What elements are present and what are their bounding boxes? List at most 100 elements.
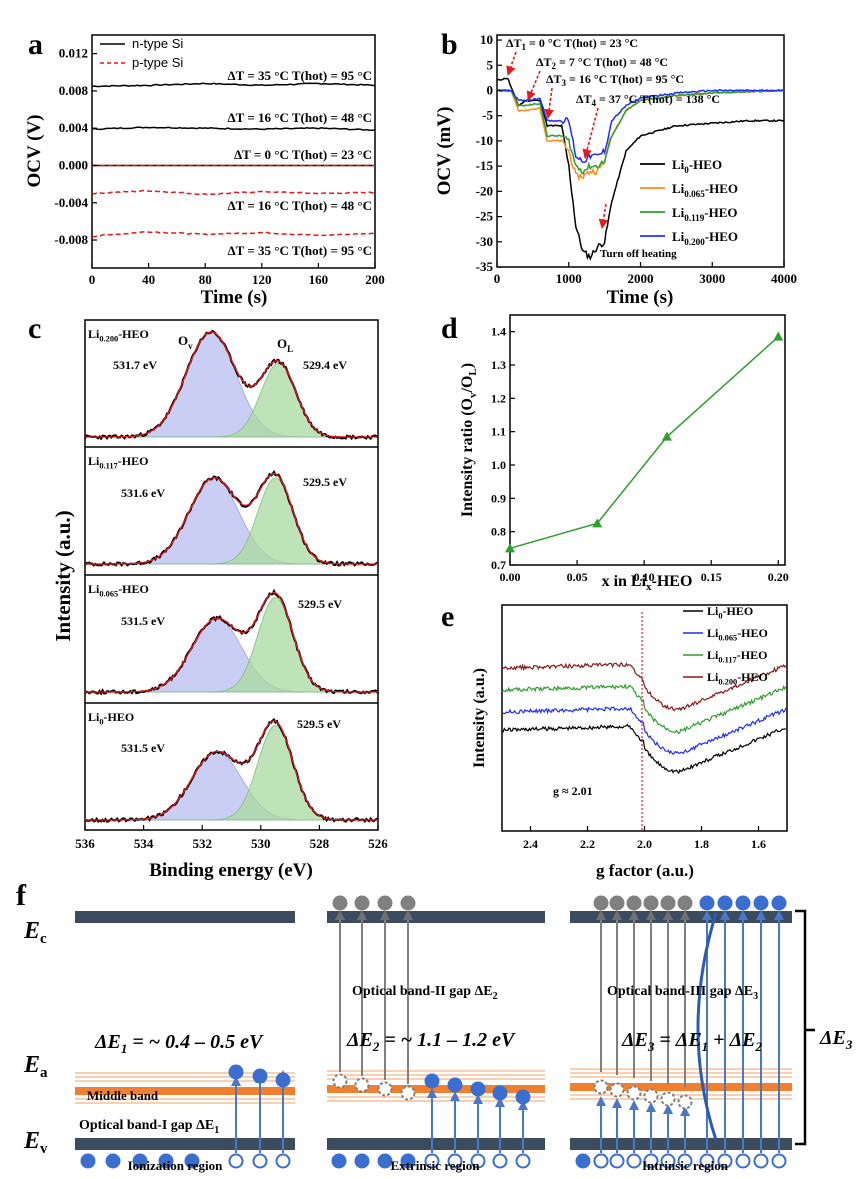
panel-b-axes xyxy=(496,34,785,268)
trap-3-0 xyxy=(593,1079,609,1095)
trapped-2-0 xyxy=(424,1073,440,1089)
trap-3-4 xyxy=(660,1091,676,1107)
ocv-line-a-4 xyxy=(91,189,376,196)
d-xtick-label-4: 0.20 xyxy=(768,570,789,584)
excited-gray-3-1 xyxy=(609,895,625,911)
brace-label: ΔE3 xyxy=(819,1027,853,1052)
c-sample-label-1: Li0.117-HEO xyxy=(88,454,148,471)
b-xtick-label-0: 0 xyxy=(494,271,501,286)
legend-p-type: p-type Si xyxy=(132,55,183,70)
b-ytick-label-4: -10 xyxy=(476,133,493,148)
gap2-label: Optical band-II gap ΔE2 xyxy=(352,984,498,1002)
excited-2-3 xyxy=(400,895,416,911)
panel-a-ticks: 0 40 80 120 160 200 0.012 0.008 0.004 0.000 -0.004… xyxy=(54,46,384,287)
panel-b-xlabel: Time (s) xyxy=(607,287,674,308)
hole-3a-0 xyxy=(593,1153,609,1169)
d-ytick-label-1: 0.8 xyxy=(491,525,506,539)
panel-e: e g ≈ 2.01 2.4 2.2 2.0 1.8 1.6 Li0-HEO Li0.06… xyxy=(441,600,788,880)
middle-band-1 xyxy=(75,1087,295,1095)
a-xtick-label-5: 200 xyxy=(365,272,385,287)
a-ytick-label-3: 0.000 xyxy=(59,157,88,172)
xps-fit-0 xyxy=(85,331,378,438)
excited-2-0 xyxy=(332,895,348,911)
excited-gray-3-5 xyxy=(677,895,693,911)
panel-c-ylabel: Intensity (a.u.) xyxy=(51,510,75,641)
d-ytick-label-7: 1.4 xyxy=(491,325,506,339)
ov-peak-2 xyxy=(85,618,378,693)
hole-3a-2 xyxy=(626,1153,642,1169)
c-xtick-label-5: 526 xyxy=(368,836,388,851)
panel-a: a 0 40 80 120 160 200 0.012 0.008 0.004 0.000 -0.0… xyxy=(24,28,385,308)
excited-gray-3-0 xyxy=(593,895,609,911)
annotation-b-2: ΔT2 = 7 °C T(hot) = 48 °C xyxy=(536,55,668,71)
eq2: ΔE2 = ~ 1.1 – 1.2 eV xyxy=(346,1029,516,1054)
excited-gray-3-3 xyxy=(643,895,659,911)
annotation-a-4: ΔT = 16 °C T(hot) = 48 °C xyxy=(228,198,372,213)
ev-band-2 xyxy=(327,1138,545,1150)
a-ytick-label-5: -0.008 xyxy=(54,232,88,247)
panel-e-xlabel: g factor (a.u.) xyxy=(596,861,694,880)
panel-d-label: d xyxy=(441,312,458,345)
a-xtick-label-3: 120 xyxy=(252,272,272,287)
e-legend-label-2: Li0.117-HEO xyxy=(707,648,767,665)
ocv-line-a-1 xyxy=(91,126,376,132)
panel-a-axes xyxy=(91,34,376,269)
trap-2-0 xyxy=(332,1073,348,1089)
ec-band-2 xyxy=(327,911,545,923)
hole-3a-1 xyxy=(609,1153,625,1169)
panel-d: d 0.00 0.05 0.10 0.15 0.20 0.7 0.8 0.9 1.0 1.1 1.2… xyxy=(441,312,789,593)
panel-e-label: e xyxy=(441,600,454,633)
trap-2-3 xyxy=(400,1085,416,1101)
hole-2-2 xyxy=(470,1153,486,1169)
c-ov-energy-2: 531.5 eV xyxy=(121,614,165,628)
electron-3-0 xyxy=(575,1153,591,1169)
ec-label: Ec xyxy=(23,918,47,947)
trap-3-3 xyxy=(643,1088,659,1104)
excited-1-1 xyxy=(252,1068,268,1084)
hole-2-1 xyxy=(447,1153,463,1169)
ratio-marker-2 xyxy=(661,431,672,441)
g-marker-label: g ≈ 2.01 xyxy=(553,784,593,798)
band-diagram xyxy=(75,895,815,1169)
panel-c-peaks xyxy=(84,329,379,824)
trapped-2-1 xyxy=(447,1077,463,1093)
panel-a-lines xyxy=(91,82,376,238)
c-ov-label: Ov xyxy=(178,333,193,351)
hole-2-3 xyxy=(492,1153,508,1169)
e-xtick-label-2: 2.0 xyxy=(637,837,652,851)
excited-2-1 xyxy=(354,895,370,911)
ea-label: Ea xyxy=(23,1052,48,1081)
excited-1-0 xyxy=(228,1064,244,1080)
epr-line-1 xyxy=(501,706,787,755)
d-ytick-label-3: 1.0 xyxy=(491,458,506,472)
eq3: ΔE3 = ΔE1 + ΔE2 xyxy=(621,1029,762,1054)
a-ytick-label-2: 0.004 xyxy=(59,120,89,135)
excited-blue-3-4 xyxy=(771,895,787,911)
electron-1-0 xyxy=(80,1153,96,1169)
electron-1-1 xyxy=(105,1153,121,1169)
ov-peak-0 xyxy=(85,331,378,438)
panel-e-ylabel: Intensity (a.u.) xyxy=(471,668,488,768)
c-ol-energy-3: 529.5 eV xyxy=(297,717,341,731)
c-sample-label-0: Li0.200-HEO xyxy=(88,327,149,344)
xps-fit-2 xyxy=(85,591,378,693)
annotation-b-4: ΔT4 = 37 °C T(hot) = 138 °C xyxy=(576,92,720,108)
hole-3a-5 xyxy=(677,1153,693,1169)
xps-fit-1 xyxy=(85,472,378,565)
b-ytick-label-2: 0 xyxy=(487,82,494,97)
c-xtick-label-4: 528 xyxy=(310,836,330,851)
electron-2-1 xyxy=(354,1153,370,1169)
hole-3b-1 xyxy=(717,1153,733,1169)
annotation-b-1: ΔT1 = 0 °C T(hot) = 23 °C xyxy=(506,36,638,52)
c-ol-energy-2: 529.5 eV xyxy=(298,597,342,611)
d-ytick-label-6: 1.3 xyxy=(491,358,506,372)
trap-3-5 xyxy=(677,1094,693,1110)
electron-1-4 xyxy=(184,1153,200,1169)
b-xtick-label-3: 3000 xyxy=(699,271,725,286)
middle-band-3 xyxy=(570,1083,792,1091)
arrow-b-3 xyxy=(544,87,554,119)
gap3-label: Optical band-III gap ΔE3 xyxy=(607,984,758,1002)
c-sample-label-3: Li0-HEO xyxy=(88,710,134,727)
annotation-a-1: ΔT = 35 °C T(hot) = 95 °C xyxy=(228,68,372,83)
trapped-2-3 xyxy=(492,1085,508,1101)
